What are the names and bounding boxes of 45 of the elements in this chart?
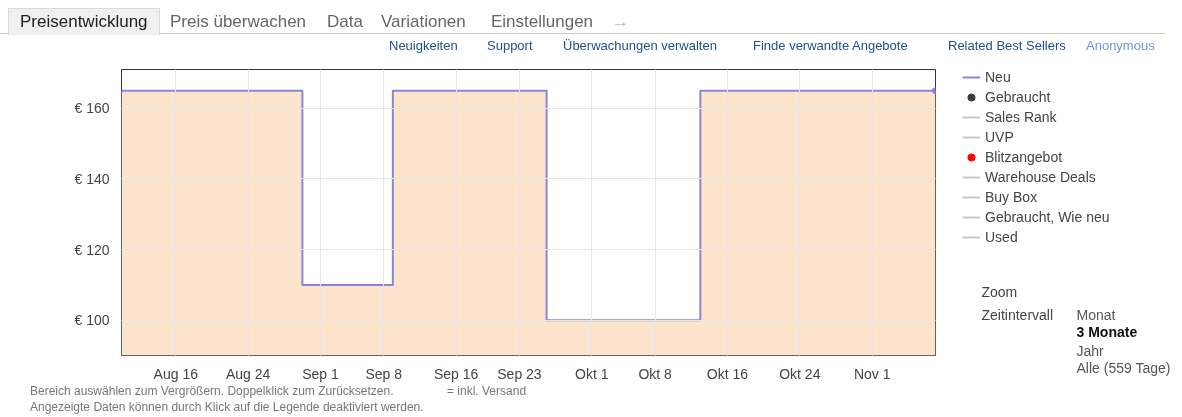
x-tick-label: Aug 24	[225, 365, 271, 382]
text: Variationen	[381, 10, 466, 32]
text: Bereich auswählen zum Vergrößern. Doppelklick zum Zurücksetzen.	[30, 383, 394, 399]
text: Anonymous	[1086, 36, 1155, 54]
x-tick-label: Sep 1	[302, 365, 339, 382]
y-tick-label: € 100	[74, 312, 110, 329]
text: = inkl. Versand	[447, 383, 527, 399]
text: Zeitintervall	[981, 306, 1054, 323]
text: Related Best Sellers	[948, 36, 1066, 54]
x-tick-label: Sep 23	[497, 365, 542, 382]
legend-label: Buy Box	[985, 188, 1038, 207]
x-tick-label: Okt 1	[575, 365, 609, 382]
y-tick-label: € 120	[74, 241, 110, 258]
text: Preisentwicklung	[8, 7, 160, 35]
text: Zoom	[981, 283, 1018, 300]
legend-label: Neu	[985, 68, 1011, 87]
text: →	[612, 10, 629, 32]
text: Finde verwandte Angebote	[753, 36, 908, 54]
text: Neuigkeiten	[389, 36, 458, 54]
legend-label: Gebraucht, Wie neu	[985, 208, 1110, 227]
text: Alle (559 Tage)	[1076, 359, 1171, 376]
legend-label: UVP	[985, 128, 1014, 147]
text: 3 Monate	[1076, 323, 1138, 340]
y-tick-label: € 160	[74, 100, 110, 117]
text: Jahr	[1076, 342, 1105, 359]
x-tick-label: Okt 8	[638, 365, 673, 382]
y-tick-label: € 140	[74, 170, 110, 187]
text: Überwachungen verwalten	[563, 36, 717, 54]
x-tick-label: Okt 24	[779, 365, 821, 382]
legend-label: Sales Rank	[985, 108, 1057, 127]
text: Einstellungen	[491, 10, 594, 32]
legend-label: Warehouse Deals	[985, 168, 1096, 187]
text: Preis überwachen	[170, 10, 307, 32]
text: Angezeigte Daten können durch Klick auf die Legende deaktiviert werden.	[30, 399, 424, 415]
text: Support	[487, 36, 533, 54]
legend-label: Used	[985, 228, 1018, 247]
x-tick-label: Okt 16	[706, 365, 749, 382]
text: Monat	[1076, 306, 1116, 323]
x-tick-label: Aug 16	[153, 365, 199, 382]
x-tick-label: Sep 8	[365, 365, 403, 382]
text: Data	[327, 10, 363, 32]
x-tick-label: Nov 1	[853, 365, 891, 382]
legend-label: Blitzangebot	[985, 148, 1063, 167]
x-tick-label: Sep 16	[433, 365, 479, 382]
legend-label: Gebraucht	[985, 88, 1051, 107]
